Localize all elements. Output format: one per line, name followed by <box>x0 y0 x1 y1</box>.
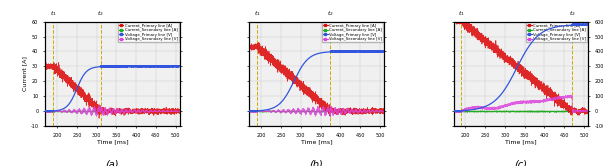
Text: (b): (b) <box>310 160 323 166</box>
X-axis label: Time [ms]: Time [ms] <box>96 139 128 144</box>
Legend: Current_Primary line [A], Current_Secondary line [A], Voltage_Primary line [V], : Current_Primary line [A], Current_Second… <box>322 22 383 42</box>
Text: $t_2$: $t_2$ <box>97 9 104 18</box>
Y-axis label: Current [A]: Current [A] <box>22 56 28 91</box>
Text: $t_1$: $t_1$ <box>254 9 260 18</box>
X-axis label: Time [ms]: Time [ms] <box>505 139 537 144</box>
Text: $t_2$: $t_2$ <box>569 9 575 18</box>
Text: $t_2$: $t_2$ <box>327 9 334 18</box>
Text: $t_1$: $t_1$ <box>458 9 465 18</box>
Legend: Current_Primary line [A], Current_Secondary line [A], Voltage_Primary line [V], : Current_Primary line [A], Current_Second… <box>118 22 178 42</box>
Text: $t_1$: $t_1$ <box>49 9 57 18</box>
Legend: Current_Primary line [A], Current_Secondary line [A], Voltage_Primary line [V], : Current_Primary line [A], Current_Second… <box>526 22 587 42</box>
Text: (a): (a) <box>106 160 119 166</box>
Text: (c): (c) <box>514 160 527 166</box>
X-axis label: Time [ms]: Time [ms] <box>301 139 332 144</box>
